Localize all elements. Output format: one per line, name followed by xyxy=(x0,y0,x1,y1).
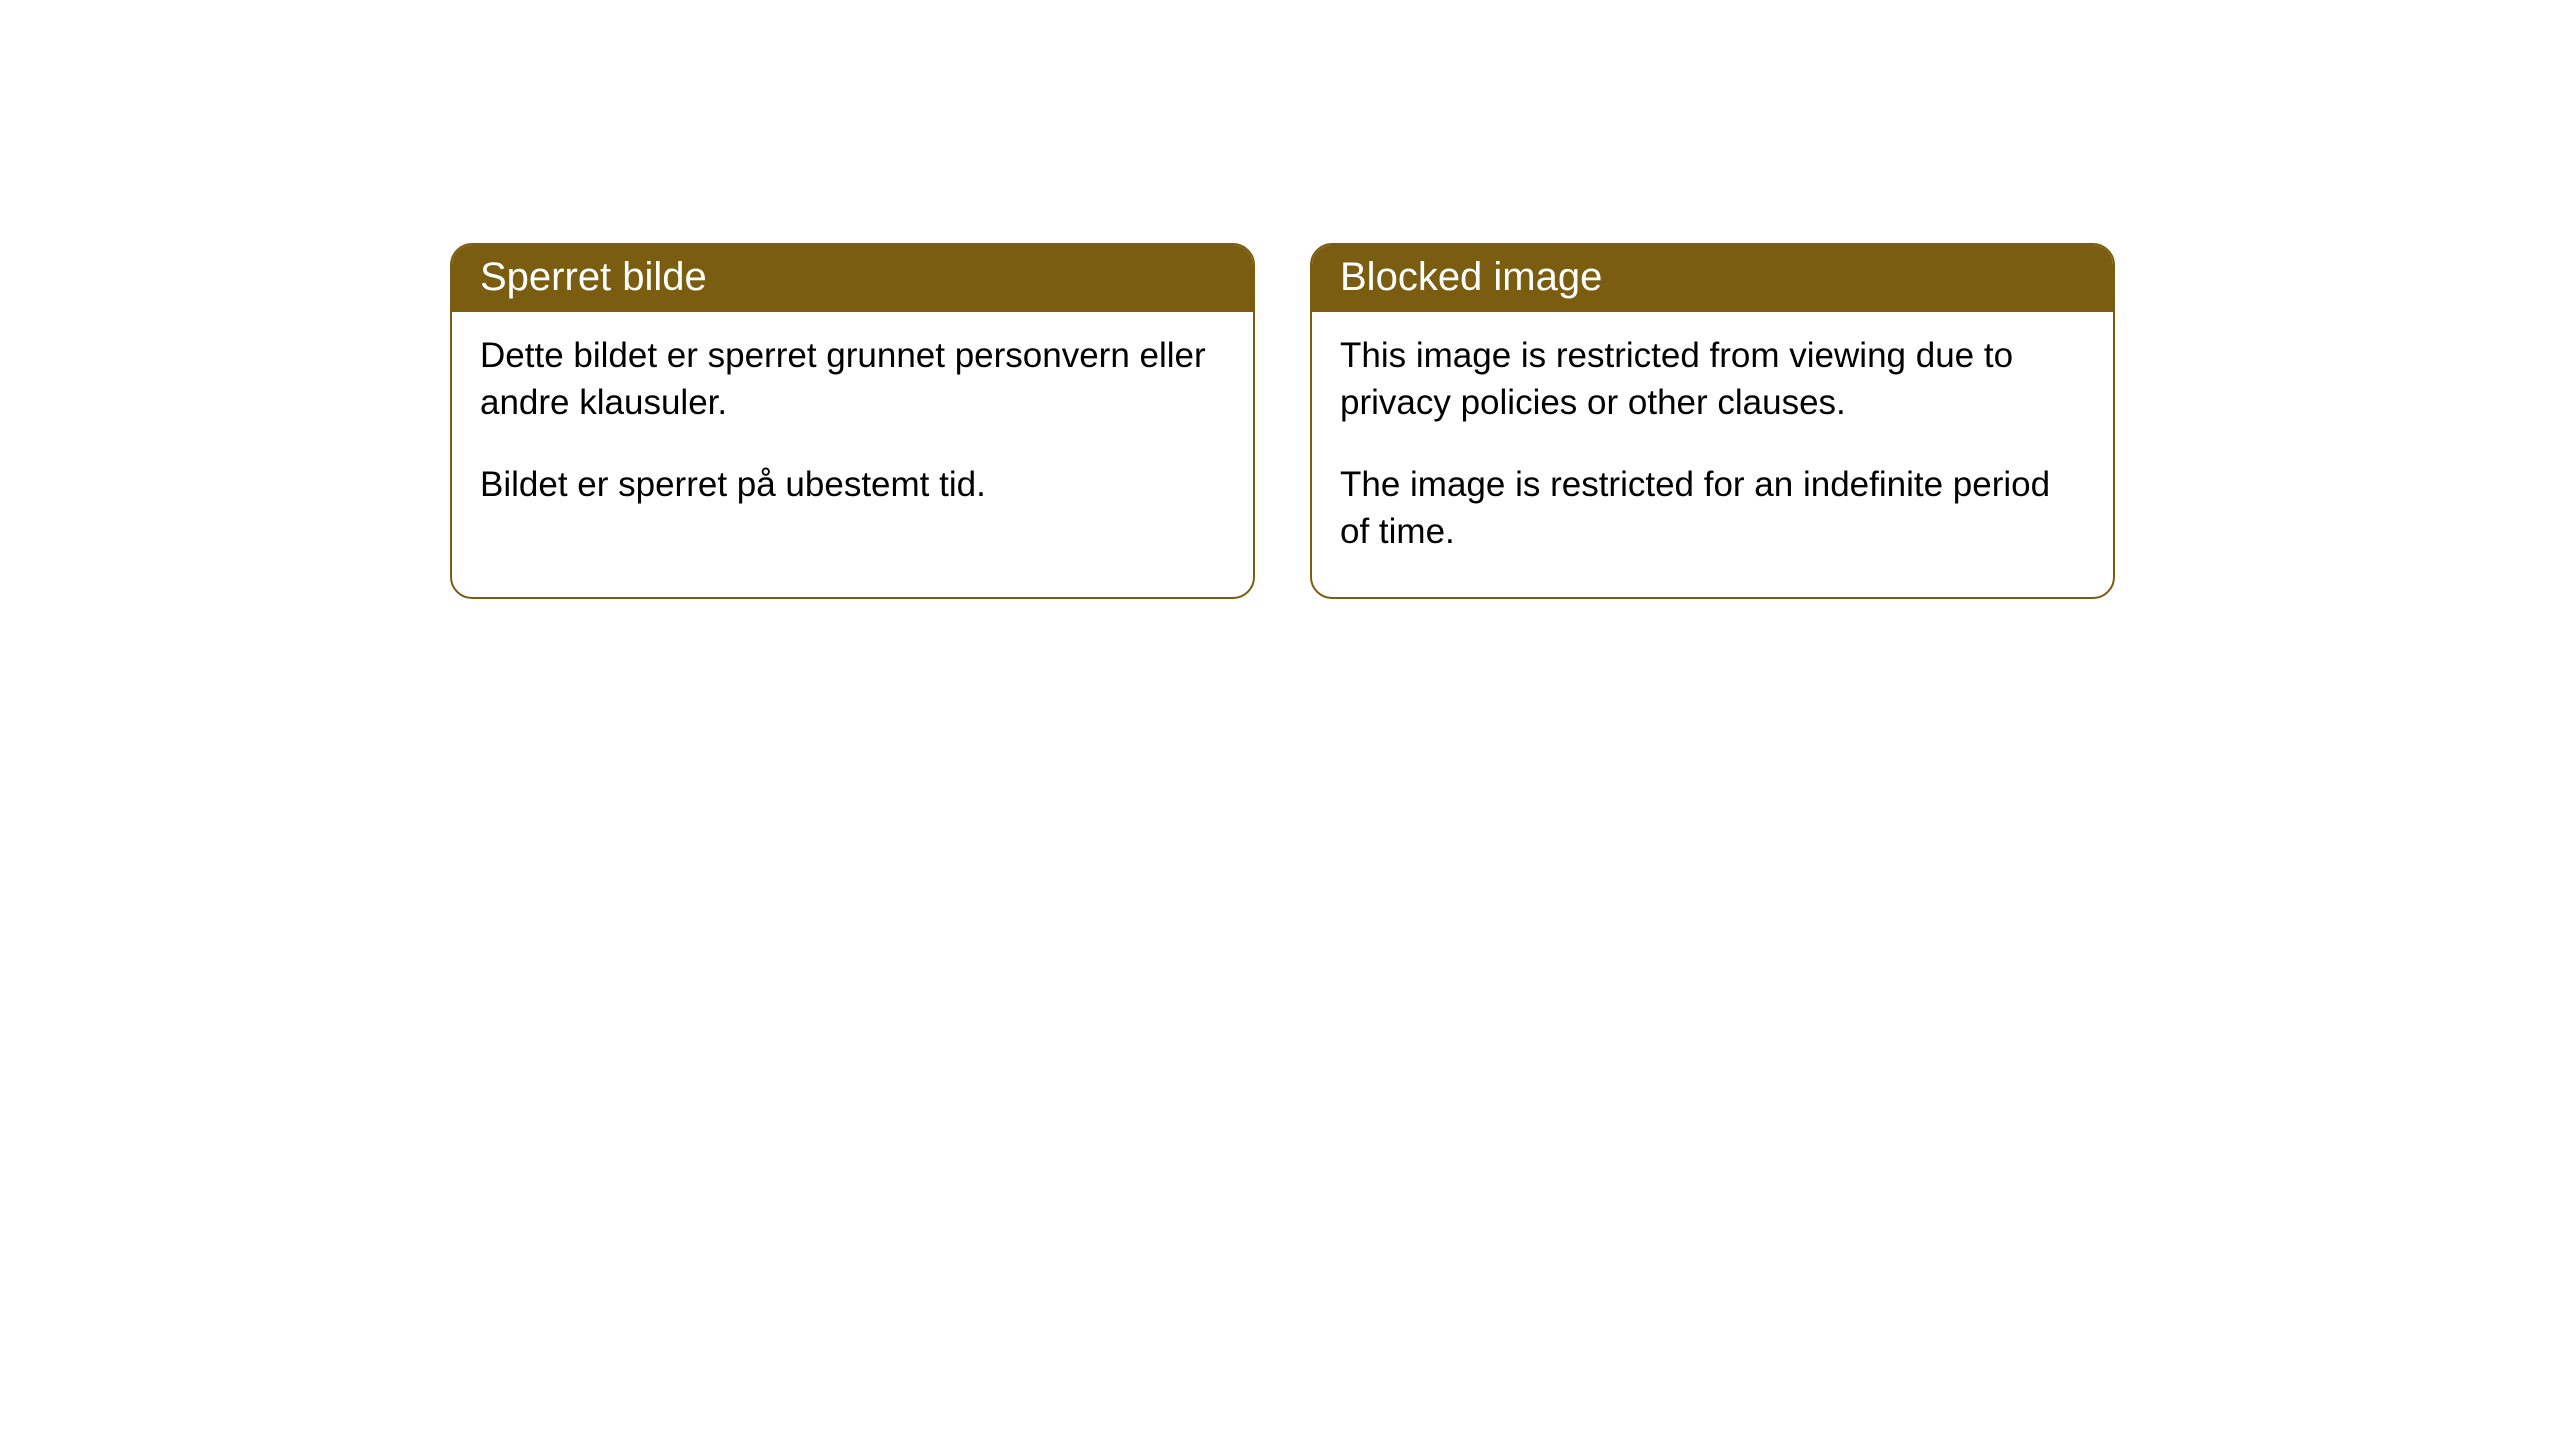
notice-paragraph: This image is restricted from viewing du… xyxy=(1340,332,2085,427)
notice-card-title: Sperret bilde xyxy=(452,245,1253,312)
notice-card-body: Dette bildet er sperret grunnet personve… xyxy=(452,312,1253,550)
notice-paragraph: Dette bildet er sperret grunnet personve… xyxy=(480,332,1225,427)
notice-card-body: This image is restricted from viewing du… xyxy=(1312,312,2113,597)
notice-card-title: Blocked image xyxy=(1312,245,2113,312)
notice-container: Sperret bilde Dette bildet er sperret gr… xyxy=(0,0,2560,599)
notice-card-norwegian: Sperret bilde Dette bildet er sperret gr… xyxy=(450,243,1255,599)
notice-paragraph: The image is restricted for an indefinit… xyxy=(1340,461,2085,556)
notice-paragraph: Bildet er sperret på ubestemt tid. xyxy=(480,461,1225,508)
notice-card-english: Blocked image This image is restricted f… xyxy=(1310,243,2115,599)
